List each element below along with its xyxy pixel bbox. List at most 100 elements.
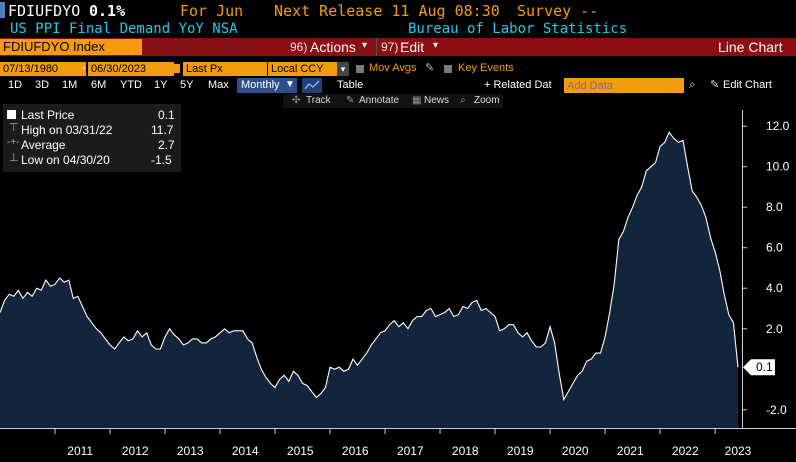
track-button[interactable]: Track — [306, 95, 331, 106]
period-ytd[interactable]: YTD — [120, 79, 142, 91]
legend-last-price-label: Last Price — [21, 108, 75, 122]
high-marker-icon: ⊤ — [9, 122, 19, 134]
last-value-tag — [743, 359, 775, 376]
pencil-icon[interactable]: ✎ — [710, 79, 720, 91]
legend-average-value: 2.7 — [158, 138, 175, 152]
x-tick-label: 2012 — [122, 444, 149, 458]
currency-select[interactable]: Local CCY — [268, 62, 338, 76]
track-icon: ✣ — [292, 95, 301, 106]
x-tick-label: 2022 — [672, 444, 699, 458]
last-value: 0.1% — [89, 2, 126, 20]
header-marker — [0, 2, 5, 18]
edit-menu[interactable]: 97) Edit ▾ — [376, 38, 438, 56]
period-1m[interactable]: 1M — [62, 79, 78, 91]
search-icon[interactable]: ⌕ — [689, 77, 696, 91]
next-release: Next Release 11 Aug 08:30 — [274, 2, 500, 20]
x-tick-label: 2017 — [397, 444, 424, 458]
legend-high-label: High on 03/31/22 — [21, 123, 113, 137]
period-5y[interactable]: 5Y — [180, 79, 194, 91]
x-tick-label: 2016 — [342, 444, 369, 458]
start-date-input[interactable]: 07/13/1980 — [0, 62, 86, 76]
period-1d[interactable]: 1D — [8, 79, 23, 91]
mov-avgs-checkbox[interactable] — [356, 65, 364, 73]
pencil-icon[interactable]: ✎ — [425, 62, 435, 74]
x-tick-label: 2019 — [507, 444, 534, 458]
series-area — [0, 132, 738, 429]
y-tick-label: 8.0 — [766, 200, 783, 214]
x-tick-label: 2015 — [287, 444, 314, 458]
add-data-input[interactable] — [564, 78, 684, 93]
period-3d[interactable]: 3D — [35, 79, 50, 91]
related-data-button[interactable]: + Related Dat — [484, 79, 552, 91]
chevron-down-icon[interactable]: ▾ — [337, 62, 349, 76]
actions-number: 96) — [290, 40, 308, 54]
average-line-icon: -+- — [7, 137, 20, 148]
frequency-label: Monthly — [241, 79, 280, 91]
y-tick-label: -2.0 — [766, 403, 787, 417]
chart-type-label: Line Chart — [718, 39, 783, 55]
y-tick-label: 10.0 — [766, 160, 790, 174]
function-toolbar: FDIUFDYO Index Suggested Charts 96) Acti… — [0, 38, 796, 56]
period-1y[interactable]: 1Y — [154, 79, 168, 91]
period-6m[interactable]: 6M — [91, 79, 107, 91]
x-tick-label: 2023 — [725, 444, 752, 458]
annotate-button[interactable]: Annotate — [359, 95, 400, 106]
low-marker-icon: ⊥ — [9, 152, 19, 164]
mov-avgs-label[interactable]: Mov Avgs — [369, 62, 417, 74]
legend-average-label: Average — [21, 138, 66, 152]
x-tick-label: 2021 — [617, 444, 644, 458]
x-tick-label: 2013 — [177, 444, 204, 458]
date-separator: - — [82, 62, 86, 74]
chart-legend[interactable]: Last Price 0.1 ⊤ High on 03/31/22 11.7 -… — [3, 104, 181, 172]
calendar-icon[interactable] — [171, 64, 180, 73]
x-tick-label: 2011 — [67, 444, 93, 458]
end-date-input[interactable]: 06/30/2023 — [88, 62, 174, 76]
legend-low-label: Low on 04/30/20 — [21, 153, 110, 167]
ticker: FDIUFDYO — [8, 2, 81, 20]
y-tick-label: 6.0 — [766, 241, 783, 255]
last-value-label: 0.1 — [756, 360, 773, 374]
edit-label: Edit — [400, 39, 425, 55]
period-max[interactable]: Max — [208, 79, 229, 91]
security-description: US PPI Final Demand YoY NSA Bureau of La… — [0, 20, 796, 38]
last-price-swatch — [7, 110, 16, 119]
legend-high-value: 11.7 — [151, 123, 174, 137]
y-tick-label: 12.0 — [766, 119, 790, 133]
edit-number: 97) — [381, 40, 399, 54]
x-tick-label: 2014 — [232, 444, 259, 458]
news-button[interactable]: News — [424, 95, 450, 106]
field-select[interactable]: Last Px — [183, 62, 267, 76]
edit-chart-button[interactable]: Edit Chart — [723, 79, 772, 91]
security-header: FDIUFDYO 0.1% For Jun Next Release 11 Au… — [0, 0, 796, 20]
frequency-select[interactable]: Monthly ▼ — [237, 78, 297, 93]
period-label: For Jun — [180, 2, 244, 20]
chart-tools: ✣ Track ✎ Annotate ▦ News ⌕ Zoom — [0, 94, 796, 109]
period-bar: 1D 3D 1M 6M YTD 1Y 5Y Max Monthly ▼ Tabl… — [0, 77, 796, 93]
security-input[interactable]: FDIUFDYO Index — [0, 39, 142, 55]
key-events-label[interactable]: Key Events — [458, 62, 514, 74]
area-layer — [0, 131, 739, 429]
plot-frame — [0, 110, 796, 429]
series-description: US PPI Final Demand YoY NSA — [10, 21, 238, 37]
tools-bar — [283, 94, 503, 108]
key-events-checkbox[interactable] — [444, 65, 452, 73]
actions-label: Actions — [310, 39, 356, 55]
y-tick-label: 2.0 — [766, 322, 783, 336]
chart-controls: 07/13/1980 - 06/30/2023 Last Px Local CC… — [0, 62, 796, 77]
zoom-button[interactable]: Zoom — [474, 95, 500, 106]
last-value-marker: 0.1 — [743, 359, 775, 376]
chevron-down-icon: ▾ — [362, 40, 368, 51]
news-icon: ▦ — [412, 95, 422, 106]
series-source: Bureau of Labor Statistics — [408, 21, 628, 37]
x-tick-label: 2020 — [562, 444, 589, 458]
line-chart-icon[interactable] — [302, 78, 322, 93]
x-axis: 2011 2012 2013 2014 2015 2016 2017 2018 2019 2020… — [54, 428, 752, 458]
table-button[interactable]: Table — [337, 79, 364, 91]
zoom-icon: ⌕ — [460, 95, 466, 106]
suggested-charts-button[interactable]: Suggested Charts — [148, 39, 253, 54]
legend-low-value: -1.5 — [151, 153, 172, 167]
series-line — [0, 131, 739, 402]
y-tick-label: 4.0 — [766, 281, 783, 295]
legend-last-price-value: 0.1 — [158, 108, 175, 122]
